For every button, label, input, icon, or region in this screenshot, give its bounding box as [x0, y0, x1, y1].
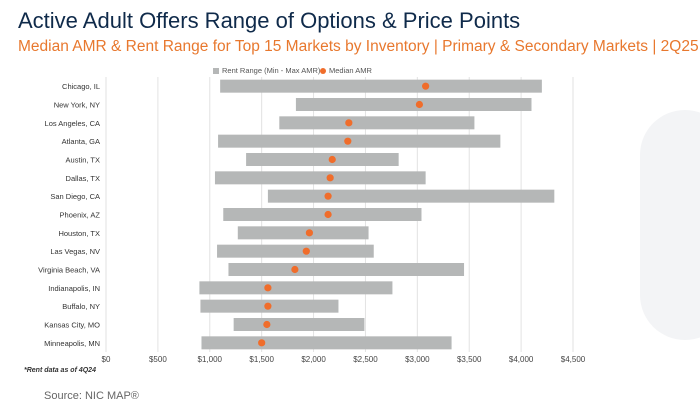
category-label: Las Vegas, NV	[50, 247, 100, 256]
category-label: Minneapolis, MN	[44, 339, 100, 348]
category-label: Los Angeles, CA	[45, 119, 100, 128]
median-point	[422, 82, 430, 90]
median-point	[326, 174, 334, 182]
category-label: Virginia Beach, VA	[38, 266, 100, 275]
legend-label-range: Rent Range (Min - Max AMR)	[222, 66, 321, 75]
range-bar	[237, 226, 369, 240]
median-point	[291, 265, 299, 274]
range-bar	[233, 318, 365, 331]
median-point	[324, 192, 332, 200]
median-point	[264, 284, 272, 292]
range-bar	[201, 336, 452, 350]
range-bar	[214, 171, 426, 185]
median-point	[344, 137, 352, 145]
median-point	[328, 155, 336, 164]
median-point	[264, 302, 272, 310]
category-label: Austin, TX	[66, 156, 100, 165]
range-bar	[199, 281, 393, 295]
category-label: Phoenix, AZ	[60, 211, 101, 220]
category-label: New York, NY	[54, 101, 100, 110]
x-tick-label: $4,500	[561, 355, 586, 364]
category-label: Dallas, TX	[66, 174, 100, 183]
median-point	[302, 247, 310, 255]
median-point	[345, 119, 353, 127]
footnote: *Rent data as of 4Q24	[24, 367, 96, 374]
median-point	[415, 100, 424, 109]
category-label: Kansas City, MO	[44, 321, 100, 330]
range-bar	[223, 208, 422, 221]
range-bar	[217, 244, 374, 258]
median-point	[305, 229, 314, 237]
x-tick-label: $3,000	[405, 355, 430, 364]
chart-title: Active Adult Offers Range of Options & P…	[18, 8, 521, 33]
category-label: Buffalo, NY	[62, 302, 100, 311]
x-tick-label: $2,500	[353, 355, 378, 364]
category-label: Houston, TX	[58, 229, 100, 238]
range-bar	[246, 153, 399, 166]
chart-subtitle: Median AMR & Rent Range for Top 15 Marke…	[18, 38, 699, 55]
category-label: Indianapolis, IN	[48, 284, 100, 293]
legend-swatch-range	[213, 68, 219, 74]
x-tick-label: $1,500	[249, 355, 274, 364]
x-tick-label: $500	[149, 355, 167, 364]
x-tick-label: $3,500	[457, 355, 482, 364]
median-point	[258, 339, 266, 347]
median-point	[263, 320, 271, 329]
x-tick-label: $2,000	[301, 355, 326, 364]
median-point	[324, 210, 332, 219]
range-bar	[220, 79, 542, 93]
chart-legend: Rent Range (Min - Max AMR) Median AMR	[0, 66, 700, 78]
range-bar	[295, 98, 532, 111]
range-bar	[267, 189, 555, 203]
category-label: San Diego, CA	[50, 192, 100, 201]
category-label: Atlanta, GA	[62, 137, 100, 146]
range-bar	[228, 263, 465, 276]
legend-swatch-median	[320, 68, 326, 74]
category-label: Chicago, IL	[62, 82, 100, 91]
decorative-shape	[640, 110, 700, 340]
range-bar	[218, 134, 501, 148]
range-bar	[279, 116, 475, 130]
source-note: Source: NIC MAP®	[44, 390, 139, 402]
x-tick-label: $4,000	[509, 355, 534, 364]
legend-label-median: Median AMR	[329, 66, 372, 75]
x-tick-label: $0	[102, 355, 111, 364]
x-tick-label: $1,000	[198, 355, 223, 364]
